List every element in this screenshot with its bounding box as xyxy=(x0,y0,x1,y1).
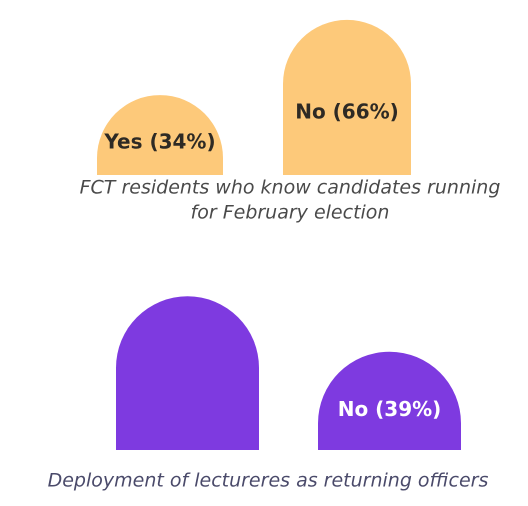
arch-bar xyxy=(283,19,411,176)
bar-label: No (39%) xyxy=(338,397,442,421)
bar-label: No (66%) xyxy=(295,99,399,123)
bar-label: Yes (34%) xyxy=(103,130,215,154)
caption: for February election xyxy=(191,202,390,224)
arch-bar xyxy=(97,95,223,175)
caption: FCT residents who know candidates runnin… xyxy=(80,177,501,199)
arch-bar xyxy=(318,351,461,450)
caption: Deployment of lectureres as returning of… xyxy=(48,470,489,492)
arch-bar xyxy=(116,296,259,450)
